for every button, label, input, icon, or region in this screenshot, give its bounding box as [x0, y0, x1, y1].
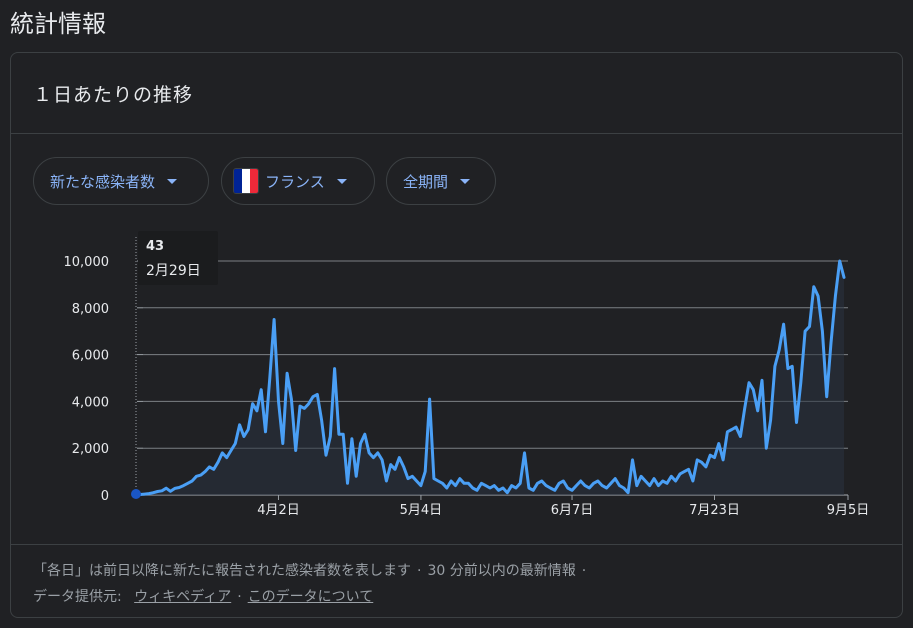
y-tick-label: 0 [101, 489, 109, 504]
tooltip-date: 2月29日 [146, 263, 201, 279]
divider [11, 133, 902, 134]
page-title: 統計情報 [10, 10, 106, 38]
y-tick-label: 4,000 [72, 395, 109, 410]
tooltip-box [138, 231, 218, 285]
caret-down-icon [460, 178, 471, 184]
footer-note: 「各日」は前日以降に新たに報告された感染者数を表します [33, 563, 411, 579]
region-dropdown-label: フランス [265, 172, 325, 191]
caret-down-icon [336, 178, 347, 184]
x-tick-label: 4月2日 [257, 503, 300, 518]
series-area [136, 261, 844, 495]
period-dropdown[interactable]: 全期間 [386, 157, 496, 205]
tooltip-value: 43 [146, 239, 164, 254]
period-dropdown-label: 全期間 [403, 172, 449, 191]
y-tick-label: 2,000 [72, 442, 109, 457]
stats-card: １日あたりの推移 新たな感染者数 フランス 全期間 0 2,000 4,000 6,0… [10, 52, 903, 618]
y-tick-label: 6,000 [72, 349, 109, 364]
france-flag-icon [233, 168, 259, 194]
x-tick-label: 7月23日 [689, 503, 740, 518]
card-title: １日あたりの推移 [33, 84, 194, 106]
caret-down-icon [167, 178, 178, 184]
metric-dropdown-label: 新たな感染者数 [50, 172, 156, 191]
footer-note-line: 「各日」は前日以降に新たに報告された感染者数を表します · 30 分前以内の最新情報… [33, 563, 587, 579]
about-data-link[interactable]: このデータについて [247, 589, 374, 605]
footer-source-line: データ提供元: ウィキペディア · このデータについて [33, 589, 374, 605]
metric-dropdown[interactable]: 新たな感染者数 [33, 157, 209, 205]
region-dropdown[interactable]: フランス [221, 157, 375, 205]
y-tick-label: 10,000 [64, 255, 110, 270]
source-label: データ提供元: [33, 589, 122, 605]
series-line [134, 259, 846, 496]
x-tick-label: 6月7日 [551, 503, 594, 518]
y-tick-label: 8,000 [72, 302, 109, 317]
wikipedia-link[interactable]: ウィキペディア [134, 589, 232, 605]
x-tick-label: 9月5日 [827, 503, 870, 518]
update-note: 30 分前以内の最新情報 [427, 563, 576, 579]
footer-divider [11, 544, 902, 545]
line-chart[interactable]: 0 2,000 4,000 6,000 8,000 10,000 4月2日 5月4日 6月7日 7… [11, 53, 904, 619]
x-tick-label: 5月4日 [400, 503, 443, 518]
hover-point [131, 488, 141, 499]
